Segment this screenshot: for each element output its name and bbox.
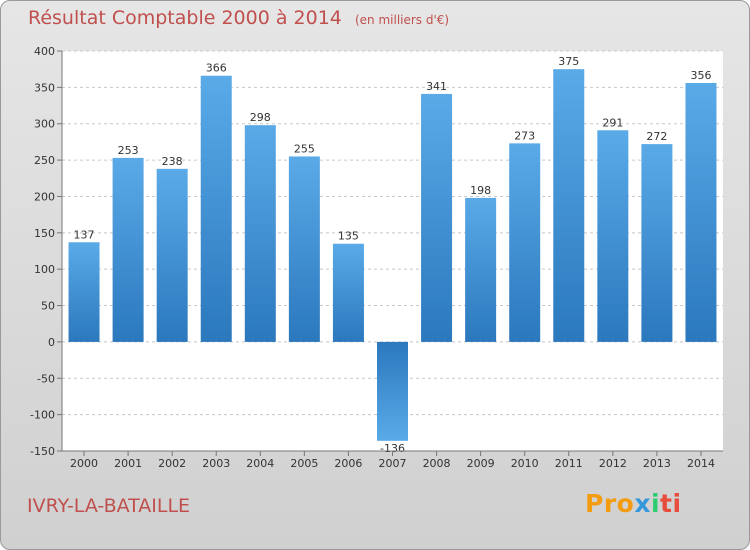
bar (112, 157, 144, 342)
bar-value-label: 272 (646, 130, 667, 143)
bar-value-label: 273 (514, 129, 535, 142)
bar (332, 243, 364, 342)
y-tick-label: 50 (41, 300, 55, 313)
bar (465, 197, 497, 342)
x-tick-label: 2009 (467, 457, 495, 470)
bar-value-label: 366 (206, 62, 227, 75)
chart-title: Résultat Comptable 2000 à 2014 (28, 7, 342, 29)
bar (685, 83, 717, 342)
y-axis-ticks: -150 -100 -50 0 50 100 150 200 250 300 350 400 (30, 45, 62, 458)
x-tick-label: 2010 (511, 457, 539, 470)
bar-value-label: 137 (74, 228, 95, 241)
y-tick-label: 300 (34, 118, 55, 131)
bar-value-label: 255 (294, 142, 315, 155)
x-tick-label: 2005 (290, 457, 318, 470)
bar (200, 75, 232, 342)
bar-value-label: 253 (118, 144, 139, 157)
bar (421, 93, 453, 342)
x-tick-label: 2002 (158, 457, 186, 470)
x-tick-label: 2014 (687, 457, 715, 470)
x-tick-label: 2003 (202, 457, 230, 470)
bar-value-label: 198 (470, 184, 491, 197)
x-axis-ticks: 2000 2001 2002 2003 2004 2005 2006 2007 2008 2009… (70, 451, 715, 470)
bar (377, 341, 408, 441)
y-tick-label: -150 (30, 445, 55, 458)
bar-value-label: 238 (162, 155, 183, 168)
x-tick-label: 2013 (643, 457, 671, 470)
x-tick-label: 2011 (555, 457, 583, 470)
commune-name: IVRY-LA-BATAILLE (27, 495, 191, 517)
bar (641, 144, 673, 342)
proxiti-logo: Proxiti (585, 489, 682, 518)
bar-value-label: 356 (690, 69, 711, 82)
bar (288, 156, 320, 342)
chart-title-block: Résultat Comptable 2000 à 2014 (en milli… (28, 7, 449, 29)
bar (553, 69, 585, 342)
x-tick-label: 2006 (334, 457, 362, 470)
bar-value-label: 291 (602, 116, 623, 129)
y-tick-label: 400 (34, 45, 55, 58)
y-tick-label: -100 (30, 409, 55, 422)
bar (597, 130, 629, 342)
y-tick-label: 150 (34, 227, 55, 240)
x-tick-label: 2007 (379, 457, 407, 470)
y-tick-label: -50 (37, 372, 55, 385)
bar-value-label: 298 (250, 111, 271, 124)
bar (68, 242, 100, 342)
x-tick-label: 2000 (70, 457, 98, 470)
y-tick-label: 0 (48, 336, 55, 349)
x-tick-label: 2012 (599, 457, 627, 470)
x-tick-label: 2004 (246, 457, 274, 470)
y-tick-label: 350 (34, 81, 55, 94)
bar-value-label: 375 (558, 55, 579, 68)
bar-value-label: 341 (426, 80, 447, 93)
y-tick-label: 250 (34, 154, 55, 167)
x-tick-label: 2001 (114, 457, 142, 470)
bar-value-label: 135 (338, 230, 359, 243)
x-tick-label: 2008 (423, 457, 451, 470)
chart-unit: (en milliers d'€) (354, 13, 450, 27)
bar (244, 125, 276, 342)
bar-value-label: -136 (380, 442, 405, 455)
bar (509, 143, 541, 342)
bar (156, 168, 188, 342)
bars: 137 253 238 366 298 255 135 -136 341 198 273 375 291… (68, 55, 717, 455)
y-tick-label: 100 (34, 263, 55, 276)
y-tick-label: 200 (34, 190, 55, 203)
